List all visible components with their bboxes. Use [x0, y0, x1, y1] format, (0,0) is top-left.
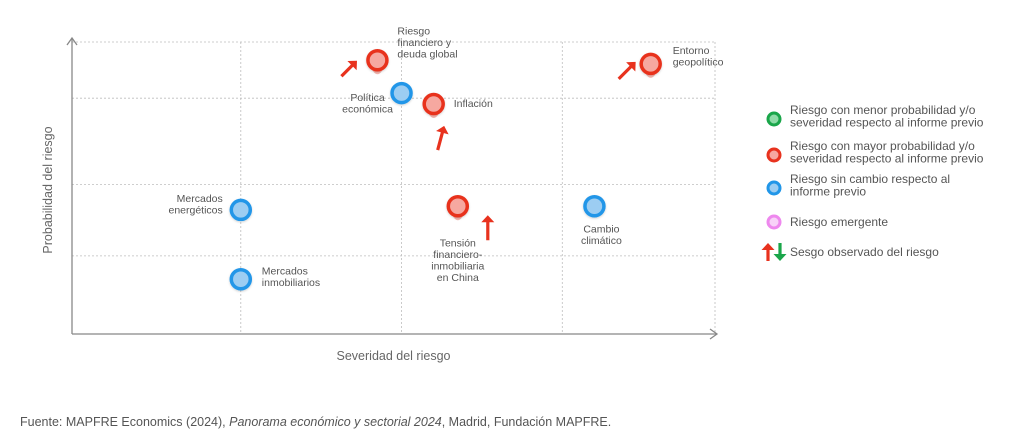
point-labels: Riesgo financiero y deuda global Entorno geo… [168, 25, 723, 289]
risk-point [583, 195, 606, 218]
point-label: Política económica [342, 92, 393, 116]
legend-swatch [766, 180, 782, 196]
x-axis-arrowhead [709, 328, 719, 340]
y-axis-arrowhead [66, 36, 78, 46]
trend-arrow [340, 60, 357, 78]
legend-item: Sesgo observado del riesgo [790, 245, 939, 259]
legend-label: Sesgo observado del riesgo [790, 245, 939, 259]
trend-arrow [761, 243, 775, 261]
legend-label: Riesgo con menor probabilidad y/o severid… [790, 103, 984, 130]
legend-label: Riesgo con mayor probabilidad y/o severid… [790, 139, 984, 166]
legend-swatch [766, 111, 782, 127]
risk-points [229, 49, 662, 291]
source-prefix: Fuente: MAPFRE Economics (2024), [20, 415, 230, 429]
y-axis-title: Probabilidad del riesgo [41, 126, 55, 253]
source-suffix: , Madrid, Fundación MAPFRE. [441, 415, 612, 429]
legend-item: Riesgo con mayor probabilidad y/o severid… [766, 139, 984, 166]
point-label: Cambio climático [581, 223, 622, 247]
trend-arrow [436, 125, 449, 151]
source-title: Panorama económico y sectorial 2024 [229, 415, 442, 429]
source-note: Fuente: MAPFRE Economics (2024), Panoram… [20, 415, 611, 429]
risk-point [366, 49, 389, 75]
legend-swatch [766, 147, 782, 163]
trend-arrow [481, 215, 495, 241]
point-label: Riesgo financiero y deuda global [397, 25, 457, 60]
legend-item: Riesgo emergente [766, 214, 888, 230]
point-label: Mercados inmobiliarios [262, 265, 320, 289]
point-label: Tensión financiero-inmobiliaria en China [431, 237, 484, 284]
x-axis-title: Severidad del riesgo [337, 349, 451, 363]
point-label: Entorno geopolítico [673, 45, 724, 69]
legend-swatch [766, 214, 782, 230]
legend-item: Riesgo con menor probabilidad y/o severid… [766, 103, 984, 130]
risk-point [422, 92, 445, 119]
legend-label: Riesgo emergente [790, 215, 888, 229]
point-label: Inflación [454, 98, 493, 110]
risk-point [446, 195, 470, 221]
legend-label: Riesgo sin cambio respecto al informe pre… [790, 172, 950, 199]
risk-point [390, 81, 413, 105]
trend-arrow [773, 243, 787, 261]
trend-arrows [340, 60, 787, 261]
point-label: Mercados energéticos [168, 193, 222, 217]
axes: Severidad del riesgo Probabilidad del ri… [41, 36, 719, 363]
legend: Riesgo con menor probabilidad y/o severid… [766, 103, 984, 259]
risk-point [639, 52, 662, 78]
risk-point [229, 198, 253, 222]
legend-item: Riesgo sin cambio respecto al informe pre… [766, 172, 950, 199]
risk-point [229, 268, 253, 291]
trend-arrow [617, 61, 636, 81]
